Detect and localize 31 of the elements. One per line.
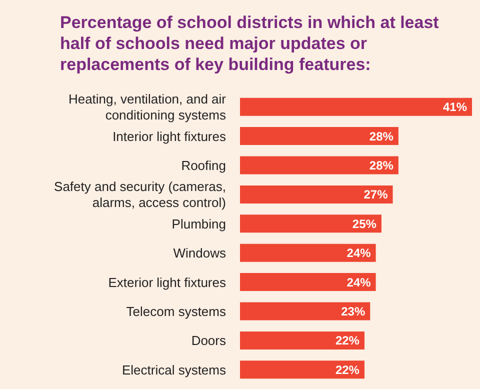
bar bbox=[240, 185, 393, 204]
y-tick-label: Plumbing bbox=[172, 216, 226, 231]
bar bbox=[240, 360, 364, 379]
bar bbox=[240, 331, 364, 350]
y-tick-label: Roofing bbox=[181, 158, 226, 172]
y-tick-label: Doors bbox=[191, 332, 226, 348]
y-tick-label: Exterior light fixtures bbox=[108, 274, 226, 290]
data-label: 24% bbox=[346, 246, 372, 260]
data-label: 27% bbox=[364, 188, 388, 202]
y-tick-label: Interior light fixtures bbox=[112, 128, 226, 144]
data-label: 23% bbox=[341, 304, 366, 318]
data-label: 28% bbox=[369, 129, 394, 144]
data-label: 25% bbox=[352, 216, 377, 231]
bar bbox=[240, 98, 472, 116]
y-tick-label: Heating, ventilation, and air conditioning systems bbox=[68, 91, 227, 122]
data-label: 28% bbox=[369, 158, 394, 172]
y-tick-label: Telecom systems bbox=[126, 304, 226, 318]
bar bbox=[240, 156, 398, 174]
data-label: 41% bbox=[442, 100, 468, 114]
bar bbox=[240, 127, 398, 146]
y-tick-label: Electrical systems bbox=[122, 362, 226, 377]
bar bbox=[240, 244, 376, 262]
y-tick-label: Windows bbox=[173, 245, 226, 260]
y-tick-label: Safety and security (cameras, alarms, access control) bbox=[54, 178, 226, 210]
data-label: 22% bbox=[335, 362, 360, 377]
bar bbox=[240, 273, 376, 292]
data-label: 22% bbox=[335, 334, 360, 348]
bar bbox=[240, 214, 382, 233]
data-label: 24% bbox=[346, 275, 372, 290]
chart-title: Percentage of school districts in which at least half of schools need major updates or replacements of key building features: bbox=[60, 12, 440, 76]
bar bbox=[240, 302, 370, 320]
